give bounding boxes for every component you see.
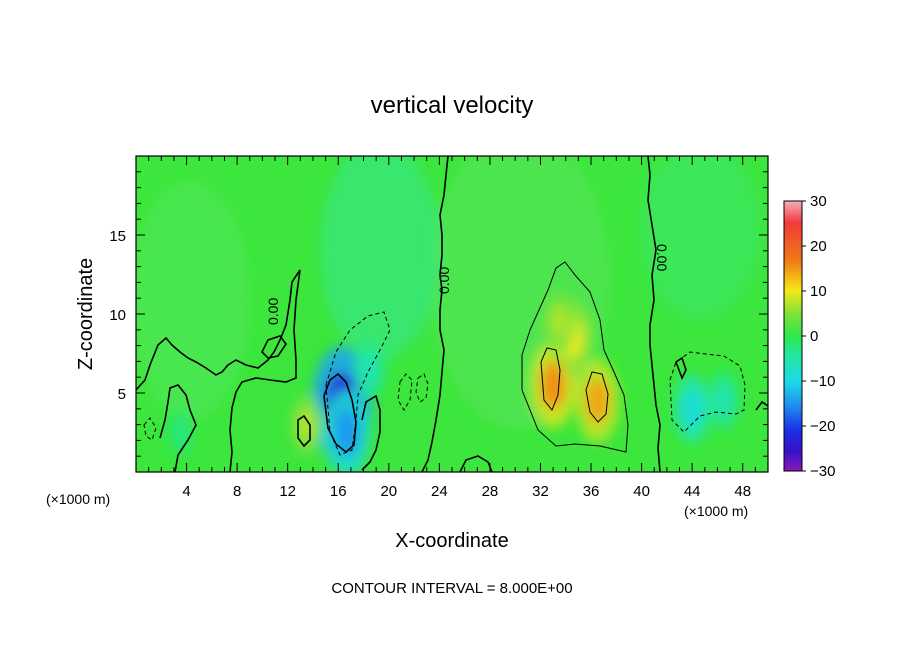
colorbar-tick-label: 0: [810, 328, 818, 345]
chart-title: vertical velocity: [371, 92, 534, 119]
negative-contour: [669, 351, 746, 433]
positive-contour: [521, 261, 629, 453]
zero-contour: [675, 356, 687, 380]
negative-contour: [143, 417, 157, 441]
contour-interval-note: CONTOUR INTERVAL = 8.000E+00: [331, 580, 572, 597]
colorbar-tick-label: 30: [810, 193, 827, 210]
colorbar-tick-label: 10: [810, 283, 827, 300]
x-tick-label: 48: [734, 483, 751, 500]
x-unit-left: (×1000 m): [46, 491, 110, 507]
heatmap-field: [136, 156, 760, 472]
heatmap-cell: [715, 385, 733, 417]
zero-contour: [297, 414, 311, 448]
positive-contour: [585, 371, 609, 423]
y-axis-label: Z-coordinate: [75, 258, 97, 370]
negative-contour: [415, 373, 429, 403]
y-tick-label: 5: [118, 386, 126, 403]
y-tick-label: 15: [109, 228, 126, 245]
zero-contour: [459, 455, 493, 472]
colorbar-tick-label: −10: [810, 373, 835, 390]
heatmap-cell: [297, 407, 316, 442]
zero-contour: [755, 400, 768, 411]
heatmap-cell: [682, 389, 703, 428]
zero-contour: [421, 156, 449, 472]
positive-contour: [540, 347, 561, 411]
field-shade: [320, 156, 440, 360]
x-tick-label: 12: [279, 483, 296, 500]
x-tick-label: 16: [330, 483, 347, 500]
heatmap-cell: [173, 419, 188, 446]
field-shade: [640, 156, 760, 320]
heatmap-cell: [550, 305, 569, 339]
y-tick-label: 10: [109, 307, 126, 324]
contour-label: 0.00: [654, 244, 670, 271]
colorbar-gradient: [783, 200, 803, 472]
field-shade: [136, 180, 250, 420]
y-axis: 5 10 15: [109, 171, 768, 457]
x-tick-label: 4: [182, 483, 190, 500]
contour-labels: 0.00 0.00 0.00: [265, 244, 670, 325]
zero-contour: [261, 335, 287, 359]
negative-contour: [325, 311, 391, 456]
zero-contour: [647, 156, 661, 472]
zero-contour: [159, 384, 197, 472]
x-tick-label: 32: [532, 483, 549, 500]
zero-contour: [361, 394, 381, 471]
contour-label: 0.00: [265, 298, 281, 325]
colorbar-tick-label: −30: [810, 463, 835, 480]
x-tick-label: 20: [380, 483, 397, 500]
heatmap-cell: [540, 361, 566, 409]
x-tick-label: 28: [482, 483, 499, 500]
colorbar-tick-label: 20: [810, 238, 827, 255]
colorbar-ticks: 30 20 10 0 −10 −20 −30: [802, 193, 835, 480]
x-tick-label: 24: [431, 483, 448, 500]
x-tick-label: 44: [684, 483, 701, 500]
x-tick-label: 40: [633, 483, 650, 500]
x-axis-label: X-coordinate: [395, 530, 508, 552]
contour-lines: [136, 156, 768, 472]
heatmap-area: [136, 156, 768, 472]
colorbar-tick-label: −20: [810, 418, 835, 435]
heatmap-cell: [585, 378, 610, 424]
zero-contour: [136, 269, 301, 472]
x-unit-right: (×1000 m): [684, 503, 748, 519]
negative-contour: [397, 373, 413, 411]
x-tick-label: 36: [583, 483, 600, 500]
x-tick-label: 8: [233, 483, 241, 500]
contour-label: 0.00: [436, 267, 452, 294]
x-axis: 4 8 12 16 20 24 28 32 36 40 44 48: [148, 156, 756, 500]
colorbar: 30 20 10 0 −10 −20 −30: [783, 193, 835, 480]
